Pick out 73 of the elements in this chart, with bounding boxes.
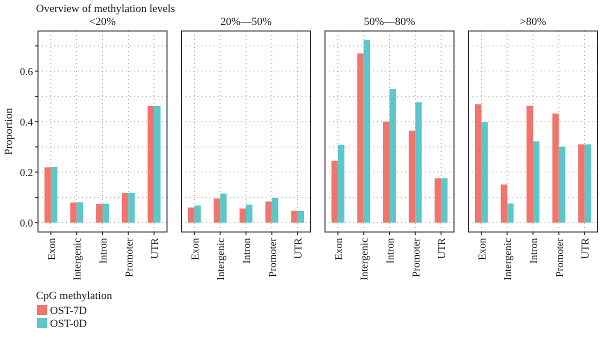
- bar: [44, 167, 51, 223]
- bar: [220, 194, 227, 223]
- x-tick-label: Intron: [529, 237, 540, 264]
- chart-title: Overview of methylation levels: [36, 3, 175, 15]
- bar: [246, 204, 252, 223]
- x-tick-label: UTR: [294, 238, 305, 259]
- x-tick-label: Intron: [98, 237, 110, 264]
- bar: [507, 203, 514, 223]
- bar: [415, 102, 422, 223]
- x-tick-label: Intron: [386, 237, 396, 264]
- x-tick-label: Intergenic: [216, 238, 228, 280]
- bar: [291, 210, 298, 223]
- x-tick-label: UTR: [437, 238, 448, 259]
- y-tick-label: 0.4: [20, 118, 34, 129]
- bar: [272, 198, 278, 223]
- bar: [584, 144, 592, 223]
- x-tick-label: Intron: [242, 237, 253, 264]
- bar: [96, 204, 102, 223]
- bar: [578, 144, 585, 223]
- bar: [481, 122, 488, 223]
- legend-title: CpG methylation: [36, 290, 113, 302]
- y-tick-label: 0.0: [20, 218, 33, 230]
- x-tick-label: Promoter: [124, 237, 136, 278]
- bar: [357, 53, 364, 223]
- bar: [364, 40, 370, 223]
- bar: [526, 106, 533, 223]
- x-tick-label: Promoter: [554, 237, 566, 278]
- x-tick-label: UTR: [150, 238, 162, 259]
- bar: [70, 202, 77, 223]
- x-tick-label: Exon: [190, 237, 202, 260]
- x-tick-label: Exon: [477, 237, 488, 260]
- bar: [240, 208, 246, 223]
- chart-subtitle: >80%: [520, 16, 546, 28]
- bar: [441, 178, 448, 223]
- bar: [128, 192, 135, 223]
- bar: [298, 210, 304, 223]
- y-tick-label: 0.2: [20, 168, 33, 180]
- x-tick-label: Exon: [334, 237, 345, 260]
- bar: [552, 114, 559, 223]
- bar: [76, 202, 84, 223]
- bar: [390, 89, 396, 223]
- bar: [122, 193, 128, 223]
- x-tick-label: Intergenic: [360, 238, 371, 280]
- bar: [533, 141, 540, 223]
- x-tick-label: UTR: [580, 238, 592, 259]
- x-tick-label: Intergenic: [72, 238, 84, 280]
- bar: [500, 184, 508, 223]
- bar: [383, 122, 390, 223]
- bar: [194, 205, 201, 223]
- x-tick-label: Promoter: [268, 237, 279, 278]
- bar: [265, 201, 272, 223]
- bar: [408, 130, 416, 223]
- chart-subtitle: 20%—50%: [220, 16, 272, 28]
- bar: [154, 106, 161, 223]
- bar: [558, 146, 566, 223]
- chart-subtitle: 50%—80%: [364, 16, 416, 28]
- legend-label: OST-0D: [50, 318, 87, 330]
- x-tick-label: Intergenic: [503, 238, 514, 280]
- legend-label: OST-7D: [50, 305, 87, 317]
- y-axis-title: Proportion: [3, 107, 15, 156]
- bar: [214, 198, 220, 223]
- chart-subtitle: <20%: [89, 16, 116, 28]
- bar: [338, 144, 344, 223]
- bar: [434, 178, 442, 223]
- bar: [148, 106, 154, 223]
- bar: [474, 104, 482, 223]
- y-tick-label: 0.6: [20, 67, 33, 78]
- bar: [188, 208, 194, 223]
- x-tick-label: Exon: [46, 237, 58, 260]
- x-tick-label: Promoter: [411, 237, 422, 278]
- bar: [102, 204, 109, 223]
- bar: [331, 160, 338, 223]
- bar: [50, 166, 58, 223]
